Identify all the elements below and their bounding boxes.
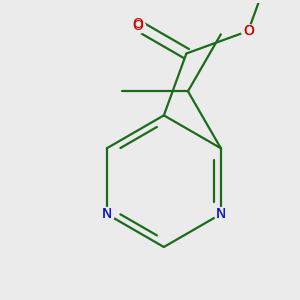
Text: N: N <box>102 207 112 221</box>
Text: O: O <box>243 24 254 38</box>
Text: N: N <box>216 207 226 221</box>
Text: N: N <box>102 207 112 221</box>
Text: O: O <box>133 17 143 31</box>
Text: O: O <box>133 19 143 32</box>
Text: N: N <box>216 207 226 221</box>
Text: O: O <box>243 24 254 38</box>
